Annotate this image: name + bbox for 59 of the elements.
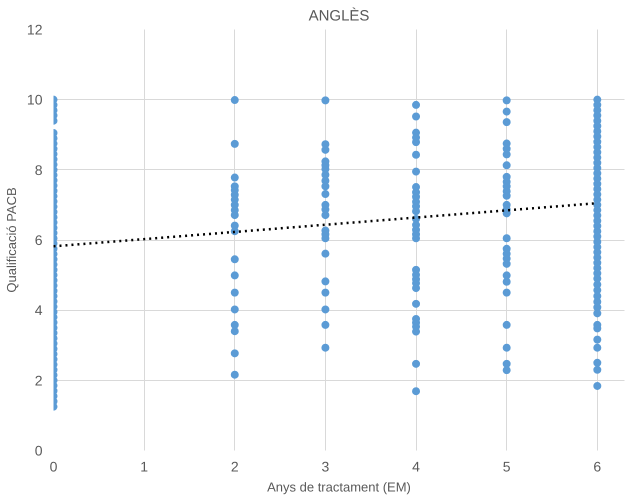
point [502, 288, 511, 297]
point [230, 327, 239, 336]
point [593, 366, 602, 374]
point [593, 336, 602, 344]
point [502, 271, 511, 280]
point [502, 118, 511, 126]
point [321, 96, 330, 104]
point [593, 382, 602, 390]
point [230, 255, 239, 264]
point [321, 250, 330, 258]
point [321, 344, 330, 352]
y-axis-title: Qualificació PACB [4, 187, 19, 293]
point [230, 271, 239, 280]
x-tick-label: 0 [50, 458, 58, 474]
y-tick-label: 6 [34, 232, 43, 248]
point [412, 168, 420, 176]
point [502, 108, 511, 116]
point [230, 140, 239, 148]
point [230, 288, 239, 297]
point [321, 211, 330, 220]
x-tick-label: 5 [502, 458, 511, 474]
point [412, 360, 420, 368]
chart-title: ANGLÈS [308, 6, 370, 24]
y-tick-label: 4 [34, 302, 43, 318]
point [321, 288, 330, 297]
point [412, 387, 420, 396]
x-tick-label: 1 [140, 458, 148, 474]
point [230, 349, 239, 358]
point [502, 278, 511, 286]
point [593, 358, 602, 367]
y-tick-label: 12 [26, 22, 43, 38]
point [321, 190, 330, 198]
y-tick-label: 2 [34, 372, 43, 388]
point [502, 234, 511, 242]
point [230, 305, 239, 314]
x-axis-title: Anys de tractament (EM) [267, 480, 411, 494]
point [502, 344, 511, 352]
x-tick-label: 3 [322, 458, 330, 474]
point [502, 96, 511, 104]
point [230, 370, 239, 379]
y-tick-label: 10 [26, 92, 43, 108]
x-tick-label: 2 [230, 458, 239, 474]
point [321, 320, 330, 329]
point [412, 150, 420, 159]
point [230, 174, 239, 182]
point [593, 344, 602, 352]
point [321, 305, 330, 314]
point [412, 100, 420, 109]
x-tick-label: 4 [412, 458, 420, 474]
point [502, 366, 511, 374]
point [502, 320, 511, 329]
x-tick-label: 6 [593, 458, 602, 474]
y-tick-label: 0 [34, 442, 43, 458]
point [230, 96, 239, 104]
y-tick-label: 8 [34, 162, 43, 178]
point [321, 277, 330, 286]
point [412, 112, 420, 120]
point [412, 300, 420, 308]
point [502, 161, 511, 170]
